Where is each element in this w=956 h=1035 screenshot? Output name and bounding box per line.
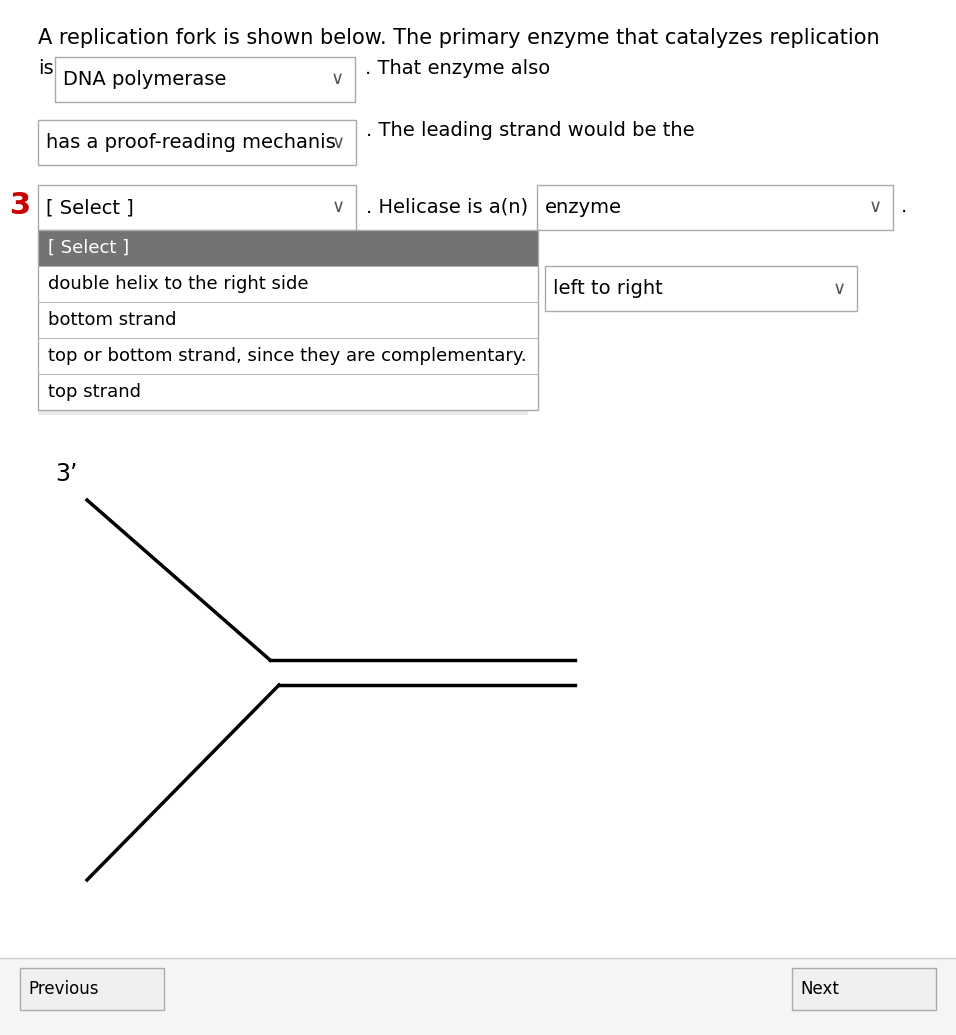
FancyBboxPatch shape xyxy=(545,266,857,310)
Text: double helix to the right side: double helix to the right side xyxy=(48,275,309,293)
FancyBboxPatch shape xyxy=(38,374,538,410)
Text: DNA polymerase: DNA polymerase xyxy=(63,70,227,89)
FancyBboxPatch shape xyxy=(792,968,936,1010)
FancyBboxPatch shape xyxy=(38,230,538,266)
FancyBboxPatch shape xyxy=(38,302,538,338)
Text: left to right: left to right xyxy=(553,279,663,298)
Text: .: . xyxy=(901,198,907,216)
Text: enzyme: enzyme xyxy=(545,198,622,217)
Text: is: is xyxy=(38,59,54,78)
Text: ∨: ∨ xyxy=(868,199,881,216)
Text: [ Select ]: [ Select ] xyxy=(48,239,129,257)
FancyBboxPatch shape xyxy=(38,185,356,230)
Text: . That enzyme also: . That enzyme also xyxy=(365,59,551,78)
FancyBboxPatch shape xyxy=(38,266,538,302)
Text: . The leading strand would be the: . The leading strand would be the xyxy=(366,121,695,141)
Text: ∨: ∨ xyxy=(833,279,845,297)
FancyBboxPatch shape xyxy=(20,968,164,1010)
Text: 3: 3 xyxy=(10,190,32,219)
Text: bottom strand: bottom strand xyxy=(48,310,177,329)
Text: A replication fork is shown below. The primary enzyme that catalyzes replication: A replication fork is shown below. The p… xyxy=(38,28,880,48)
Text: ∨: ∨ xyxy=(332,134,344,151)
FancyBboxPatch shape xyxy=(55,57,355,102)
Text: has a proof-reading mechanis: has a proof-reading mechanis xyxy=(46,134,336,152)
Text: Next: Next xyxy=(800,980,838,998)
FancyBboxPatch shape xyxy=(38,380,528,415)
Text: 3’: 3’ xyxy=(55,462,77,486)
Text: ∨: ∨ xyxy=(331,70,343,89)
Text: [ Select ]: [ Select ] xyxy=(46,198,134,217)
FancyBboxPatch shape xyxy=(537,185,893,230)
Text: . Helicase is a(n): . Helicase is a(n) xyxy=(366,198,528,216)
FancyBboxPatch shape xyxy=(0,958,956,1035)
Text: top strand: top strand xyxy=(48,383,141,401)
FancyBboxPatch shape xyxy=(38,120,356,165)
Text: ∨: ∨ xyxy=(332,199,344,216)
FancyBboxPatch shape xyxy=(38,338,538,374)
Text: Previous: Previous xyxy=(28,980,98,998)
Text: top or bottom strand, since they are complementary.: top or bottom strand, since they are com… xyxy=(48,347,527,365)
